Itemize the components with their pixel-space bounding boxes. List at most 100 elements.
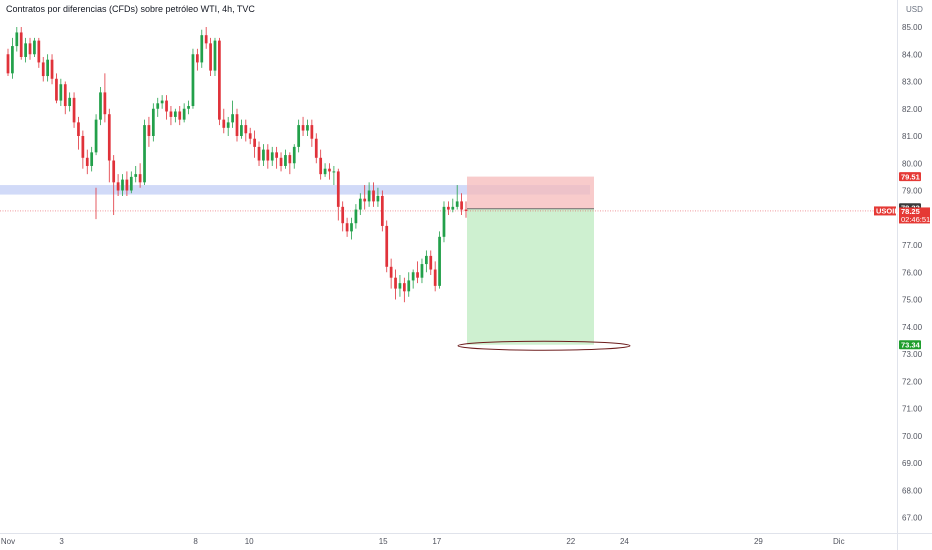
target-price-badge-bg — [899, 340, 921, 350]
y-tick-label: 84.00 — [902, 50, 923, 59]
current-price-badge — [899, 207, 930, 224]
candle-body — [218, 40, 221, 120]
candle-body — [11, 46, 14, 74]
candle-body — [314, 138, 318, 158]
candle-body — [425, 255, 428, 265]
candle-body — [213, 40, 217, 71]
chart-title: Contratos por diferencias (CFDs) sobre p… — [6, 4, 255, 14]
y-tick-label: 68.00 — [902, 486, 923, 495]
candle-body — [372, 190, 375, 202]
y-tick-label: 83.00 — [902, 78, 923, 87]
x-tick-label: 8 — [193, 537, 198, 546]
candle-body — [231, 114, 234, 123]
candle-body — [138, 174, 142, 183]
candle-body — [72, 97, 76, 123]
candle-body — [279, 157, 283, 166]
stop-price-badge-text: 79.51 — [901, 172, 920, 181]
candle-body — [68, 97, 72, 107]
candle-body — [376, 195, 380, 202]
candle-body — [55, 78, 58, 101]
candle-body — [143, 125, 146, 183]
candle-body — [187, 106, 190, 109]
candle-body — [310, 125, 314, 139]
candle-body — [363, 198, 367, 202]
candle-body — [240, 125, 243, 136]
candle-body — [358, 198, 362, 210]
current-price-text: 78.25 — [901, 207, 920, 216]
y-tick-label: 75.00 — [902, 296, 923, 305]
candle-body — [94, 119, 98, 153]
y-tick-label: 73.00 — [902, 350, 923, 359]
candle-body — [288, 155, 292, 164]
candle-body — [275, 152, 278, 158]
y-tick-label: 72.00 — [902, 377, 923, 386]
candle-body — [292, 146, 296, 164]
candle-body — [244, 125, 248, 134]
y-tick-label: 76.00 — [902, 268, 923, 277]
candle-body — [301, 125, 305, 131]
candle-body — [99, 92, 102, 120]
candle-body — [50, 59, 54, 79]
candle-body — [262, 149, 265, 161]
candle-body — [121, 179, 124, 191]
y-tick-label: 79.00 — [902, 187, 923, 196]
take-profit-zone — [467, 208, 594, 345]
candle-body — [59, 84, 63, 101]
x-tick-label: 15 — [379, 537, 388, 546]
candle-body — [253, 138, 256, 147]
y-tick-label: 81.00 — [902, 132, 923, 141]
candle-body — [125, 179, 129, 191]
y-tick-label: 82.00 — [902, 105, 923, 114]
stop-price-badge-bg — [899, 172, 921, 182]
candle-body — [345, 223, 349, 232]
x-tick-label: 29 — [754, 537, 763, 546]
x-tick-label: 24 — [620, 537, 629, 546]
candle-body — [420, 264, 424, 278]
candle-body — [165, 100, 168, 112]
target-price-badge: 73.34 — [899, 340, 921, 350]
candle-body — [235, 114, 239, 136]
candle-body — [196, 54, 199, 63]
candle-body — [248, 133, 252, 139]
candle-body — [266, 149, 270, 161]
symbol-badge — [874, 206, 896, 216]
candle-body — [77, 122, 80, 136]
candle-body — [116, 182, 120, 191]
candle-body — [129, 176, 133, 191]
y-tick-label: 70.00 — [902, 432, 923, 441]
target-price-badge-text: 73.34 — [901, 341, 921, 350]
candle-body — [407, 280, 411, 292]
candle-body — [447, 206, 450, 210]
candle-body — [24, 43, 27, 57]
candle-body — [284, 155, 287, 166]
candle-body — [134, 174, 138, 177]
candle-body — [222, 119, 226, 128]
candle-body — [46, 59, 49, 77]
symbol-badge-text: USOIL — [876, 206, 899, 215]
candle-body — [297, 125, 301, 147]
candle-body — [323, 168, 327, 175]
candle-body — [332, 171, 336, 173]
countdown-text: 02:46:51 — [901, 215, 930, 224]
candle-body — [464, 209, 468, 211]
x-tick-label: 3 — [59, 537, 64, 546]
candle-body — [460, 201, 463, 210]
stop-loss-zone — [467, 176, 594, 209]
x-tick-label: 17 — [432, 537, 441, 546]
candle-body — [354, 209, 358, 224]
candle-body — [41, 62, 45, 77]
candle-body — [433, 269, 437, 286]
candle-body — [257, 146, 261, 161]
candle-body — [328, 168, 331, 172]
candle-body — [429, 255, 433, 270]
candle-body — [156, 103, 160, 109]
x-tick-label: Dic — [833, 537, 845, 546]
candle-body — [389, 266, 393, 278]
candle-body — [6, 54, 10, 74]
candle-body — [15, 32, 19, 47]
currency-label[interactable]: USD — [906, 5, 923, 14]
candle-body — [402, 283, 406, 292]
candle-body — [147, 125, 151, 136]
